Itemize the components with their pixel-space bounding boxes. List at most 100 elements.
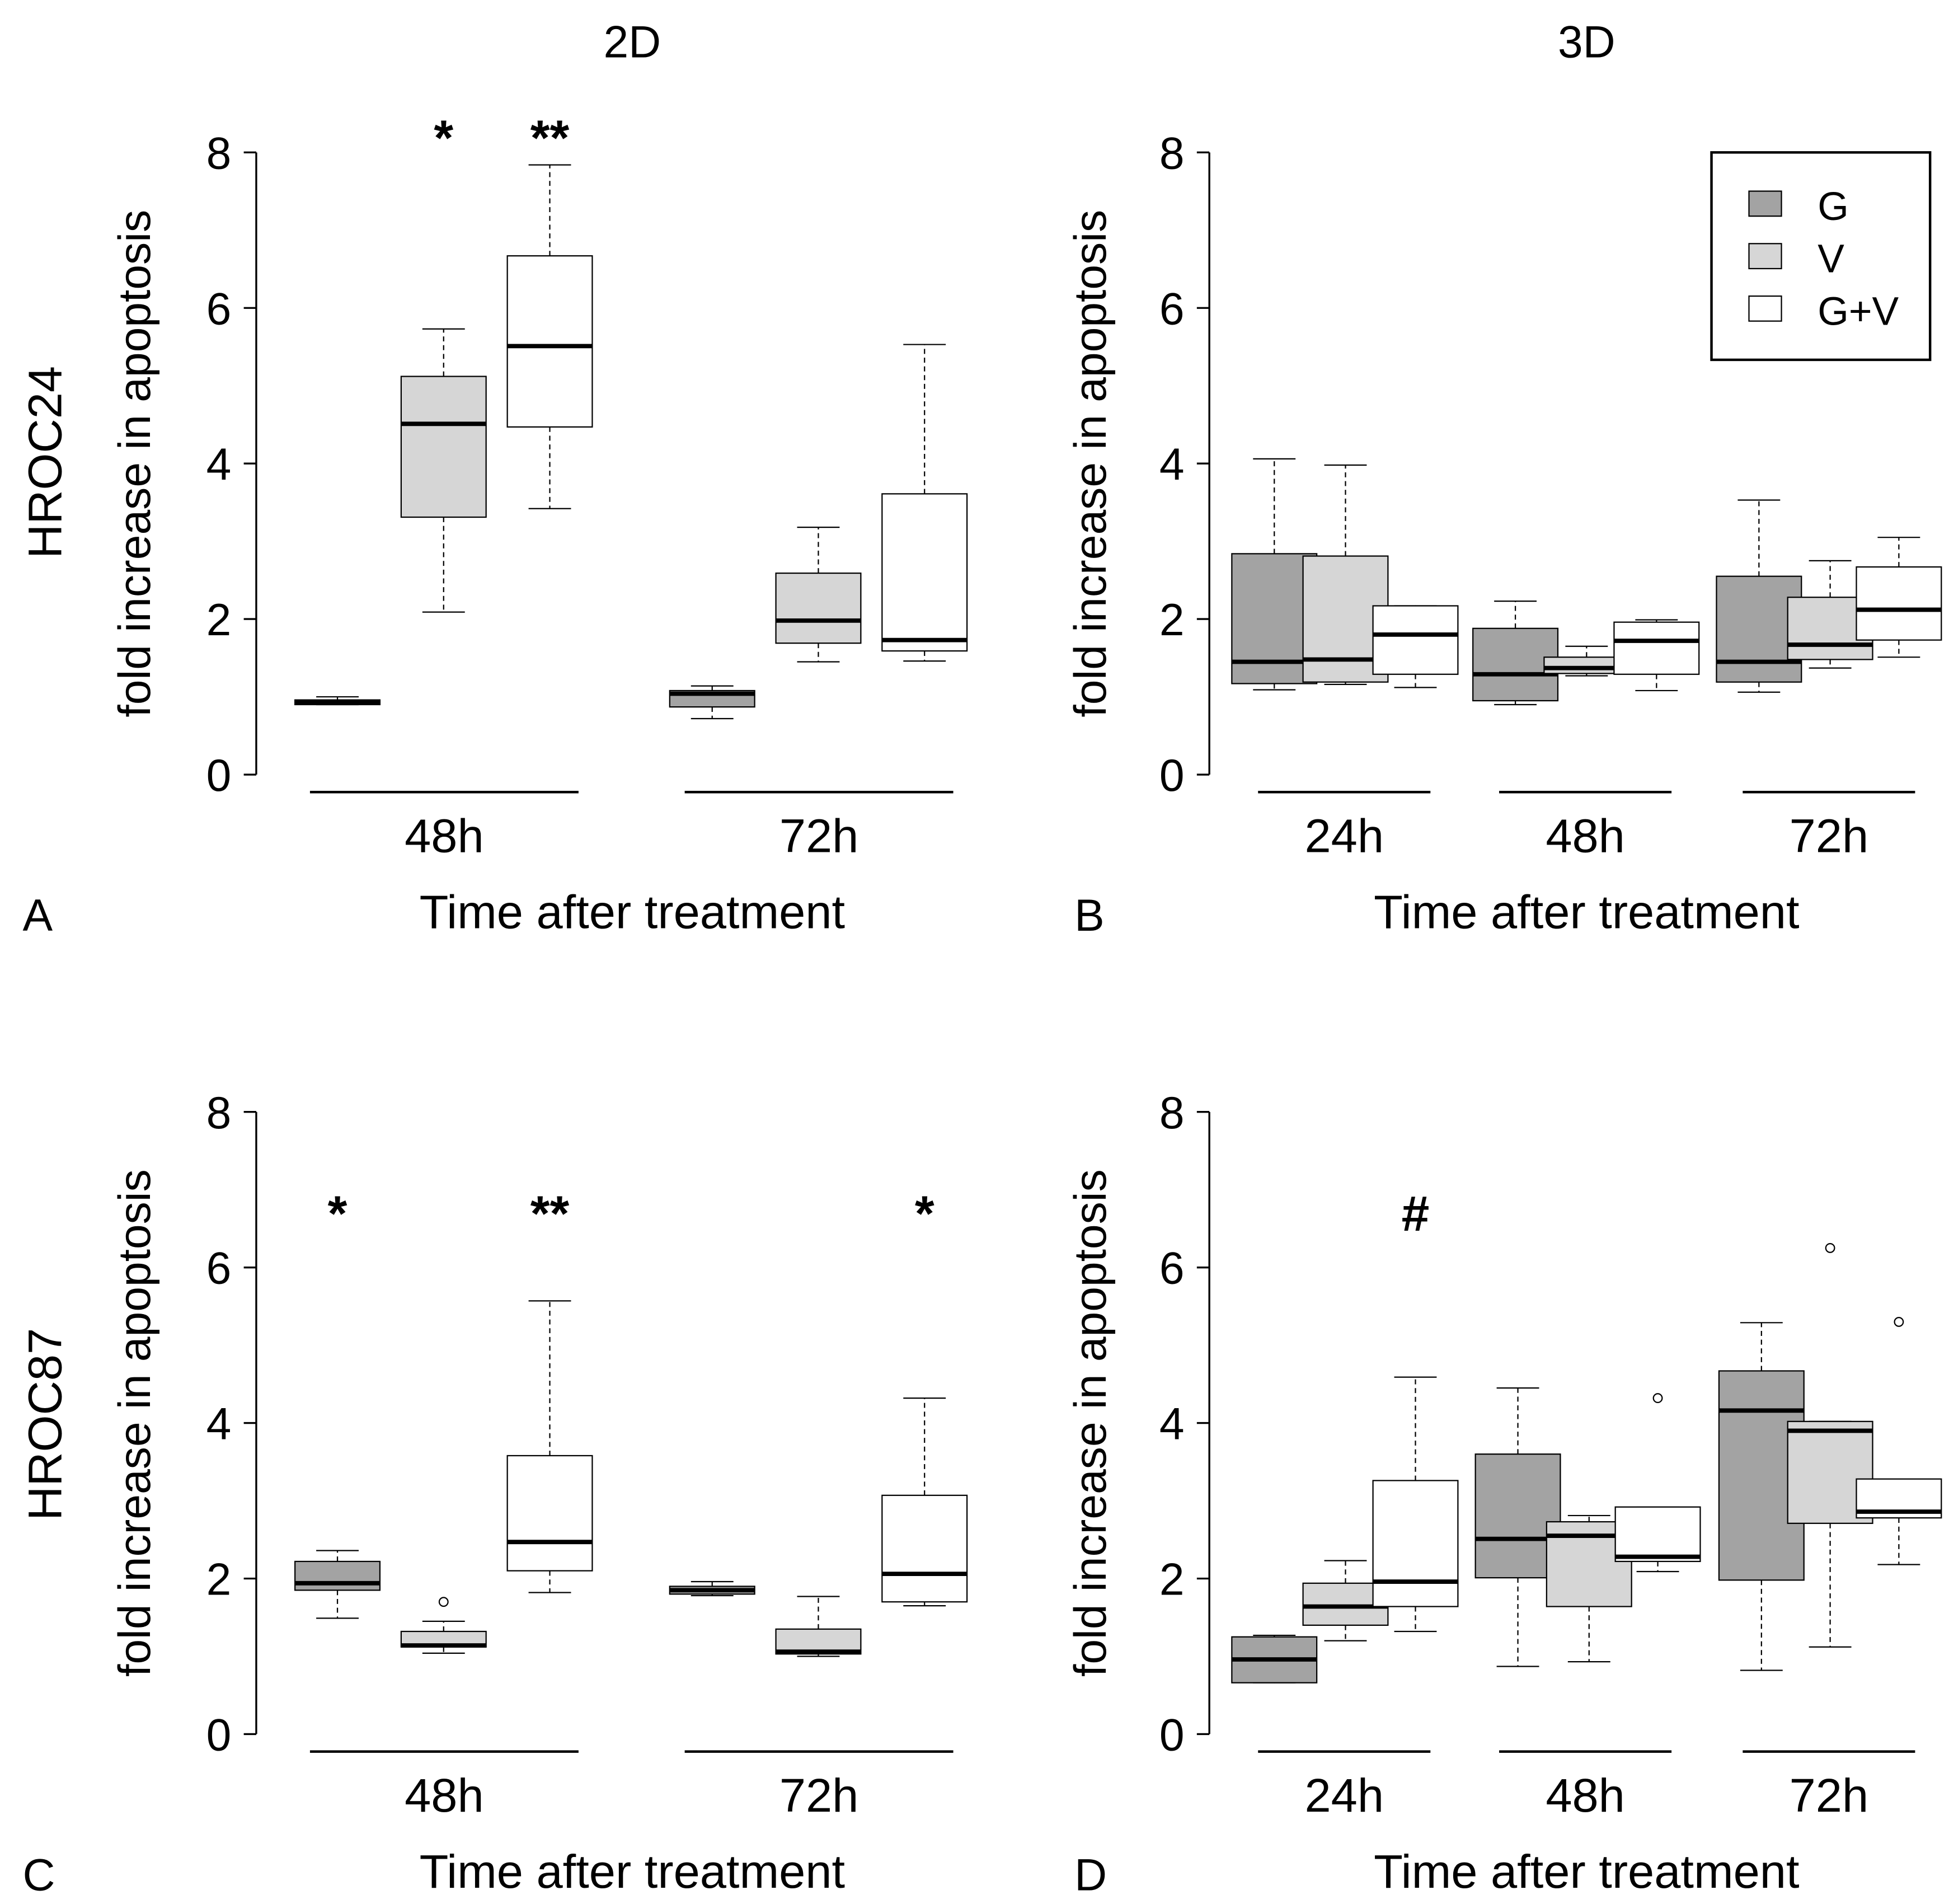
y-tick-label: 6 — [1159, 1244, 1185, 1294]
box-72h-v — [775, 527, 862, 663]
y-tick-label: 8 — [1159, 128, 1185, 179]
significance-marker: * — [434, 110, 453, 166]
box-48h-g — [294, 696, 381, 706]
row-label-hroc87: HROC87 — [18, 1328, 72, 1521]
y-tick-label: 4 — [1159, 1399, 1185, 1450]
group-label-72h: 72h — [1790, 1769, 1869, 1822]
y-axis-label: fold increase in apoptosis — [1065, 210, 1116, 717]
box-48h-gplusv — [1614, 1393, 1701, 1573]
panel-letter: C — [22, 1850, 55, 1900]
y-tick-label: 0 — [206, 751, 232, 801]
box-72h-v — [775, 1596, 862, 1657]
column-title-2d: 2D — [603, 17, 661, 68]
group-label-24h: 24h — [1304, 1769, 1384, 1822]
y-tick-label: 2 — [1159, 1555, 1185, 1605]
y-tick-label: 8 — [206, 1088, 232, 1138]
column-title-3d: 3D — [1558, 17, 1615, 68]
box-iqr — [775, 572, 862, 644]
y-tick-label: 0 — [206, 1710, 232, 1760]
box-iqr — [506, 1455, 593, 1572]
box-48h-g — [1472, 601, 1559, 706]
box-24h-gplusv: # — [1372, 1185, 1459, 1633]
box-72h-g — [669, 1581, 755, 1597]
group-label-48h: 48h — [1546, 1769, 1625, 1822]
significance-marker: ** — [530, 1185, 570, 1241]
box-iqr — [294, 1560, 381, 1591]
y-tick-label: 6 — [206, 1244, 232, 1294]
y-tick-label: 6 — [1159, 284, 1185, 334]
significance-marker: * — [328, 1185, 347, 1241]
group-label-48h: 48h — [405, 1769, 484, 1822]
box-72h-v — [1787, 1242, 1873, 1648]
y-tick-label: 4 — [206, 1399, 232, 1450]
panel-c: 0 2 4 6 8 fold increase in apoptosis Time afte… — [22, 1088, 968, 1900]
box-48h-v: * — [400, 110, 487, 613]
box-iqr — [881, 493, 968, 652]
box-iqr — [1372, 605, 1459, 675]
significance-marker: # — [1402, 1185, 1430, 1241]
panel-a: 0 2 4 6 8 fold increase in apoptosis Time afte… — [22, 110, 968, 941]
group-label-48h: 48h — [405, 809, 484, 862]
x-axis-label: Time after treatment — [420, 885, 845, 939]
group-label-72h: 72h — [1790, 809, 1869, 862]
group-label-48h: 48h — [1546, 809, 1625, 862]
y-tick-label: 2 — [1159, 595, 1185, 645]
y-tick-label: 8 — [206, 128, 232, 179]
group-label-72h: 72h — [779, 1769, 859, 1822]
y-axis-label: fold increase in apoptosis — [110, 1169, 160, 1677]
outlier-point — [438, 1597, 449, 1607]
panel-d: 0 2 4 6 8 fold increase in apoptosis Time afte… — [1065, 1088, 1942, 1900]
box-72h-g — [1716, 499, 1802, 693]
y-tick-label: 2 — [206, 1555, 232, 1605]
box-iqr — [400, 376, 487, 518]
box-24h-gplusv — [1372, 605, 1459, 688]
box-iqr — [1614, 1506, 1701, 1563]
group-label-24h: 24h — [1304, 809, 1384, 862]
x-axis-label: Time after treatment — [420, 1845, 845, 1898]
legend-swatch-gplusv — [1748, 295, 1782, 322]
box-72h-gplusv: * — [881, 1185, 968, 1607]
panel-letter: D — [1074, 1850, 1107, 1900]
legend-swatch-g — [1748, 190, 1782, 217]
significance-marker: * — [915, 1185, 934, 1241]
box-24h-g — [1231, 1634, 1318, 1683]
x-axis-label: Time after treatment — [1374, 885, 1799, 939]
legend-frame — [1710, 151, 1932, 362]
legend: GV G+V — [1710, 151, 1932, 362]
legend-label-gplusv: G+V — [1817, 289, 1899, 334]
box-72h-gplusv — [1856, 537, 1942, 658]
y-tick-label: 8 — [1159, 1088, 1185, 1138]
box-72h-gplusv — [1856, 1316, 1942, 1565]
box-48h-g: * — [294, 1185, 381, 1619]
group-label-72h: 72h — [779, 809, 859, 862]
y-tick-label: 4 — [206, 439, 232, 490]
row-label-hroc24: HROC24 — [18, 366, 72, 559]
y-tick-label: 6 — [206, 284, 232, 334]
box-iqr — [1856, 566, 1942, 641]
legend-swatch-v — [1748, 243, 1782, 270]
panel-b: 0 2 4 6 8 fold increase in apoptosis Time afte… — [1065, 128, 1942, 941]
x-axis-label: Time after treatment — [1374, 1845, 1799, 1898]
box-72h-gplusv — [881, 344, 968, 662]
box-iqr — [1613, 621, 1700, 675]
outlier-point — [1894, 1316, 1904, 1327]
significance-marker: ** — [530, 110, 570, 166]
legend-label-g: G — [1817, 184, 1849, 229]
box-48h-gplusv: ** — [506, 1185, 593, 1593]
box-48h-v — [400, 1597, 487, 1654]
panel-letter: B — [1074, 890, 1105, 941]
y-tick-label: 0 — [1159, 751, 1185, 801]
y-axis-label: fold increase in apoptosis — [1065, 1169, 1116, 1677]
y-tick-label: 0 — [1159, 1710, 1185, 1760]
box-48h-gplusv — [1613, 619, 1700, 692]
box-iqr — [881, 1494, 968, 1603]
panel-letter: A — [22, 890, 53, 941]
outlier-point — [1652, 1393, 1663, 1404]
box-iqr — [1372, 1480, 1459, 1607]
y-axis-label: fold increase in apoptosis — [110, 210, 160, 717]
box-48h-gplusv: ** — [506, 110, 593, 509]
y-tick-label: 4 — [1159, 439, 1185, 490]
box-iqr — [506, 255, 593, 428]
y-tick-label: 2 — [206, 595, 232, 645]
